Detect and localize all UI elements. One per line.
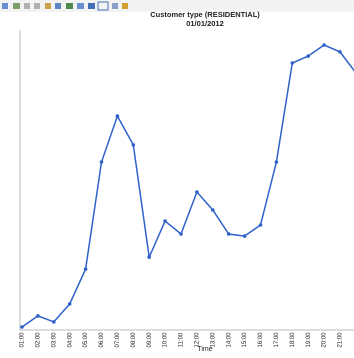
point (322, 43, 326, 47)
x-tick-label: 15:00 (242, 332, 248, 348)
tool-icon[interactable] (66, 3, 73, 9)
x-tick-label: 02:00 (35, 332, 41, 348)
x-tick-label: 06:00 (99, 332, 105, 348)
x-tick-label: 11:00 (179, 332, 185, 347)
x-tick-label: 19:00 (306, 332, 312, 348)
x-tick-label: 21:00 (338, 332, 344, 348)
x-tick-label: 16:00 (258, 332, 264, 348)
tool-icon[interactable] (24, 3, 30, 9)
tool-icon[interactable] (88, 3, 95, 9)
x-tick-label: 03:00 (51, 332, 57, 348)
x-tick-label: 17:00 (274, 332, 280, 348)
x-tick-label: 05:00 (83, 332, 89, 348)
point (20, 325, 24, 329)
x-tick-label: 04:00 (67, 332, 73, 348)
x-tick-label: 20:00 (322, 332, 328, 348)
x-tick-label: 01:00 (20, 332, 26, 348)
tool-icon[interactable] (55, 3, 61, 9)
point (226, 232, 231, 236)
point (195, 190, 199, 194)
x-tick-label: 14:00 (226, 332, 232, 348)
point (258, 223, 263, 227)
chart-title: Customer type (RESIDENTIAL) (150, 10, 260, 19)
tool-icon[interactable] (2, 3, 8, 9)
x-tick-label: 07:00 (115, 332, 121, 348)
x-axis-label: Time (197, 346, 212, 353)
point (67, 302, 72, 306)
point (306, 54, 311, 58)
tool-icon[interactable] (97, 1, 109, 11)
point (163, 219, 167, 223)
tool-icon[interactable] (122, 3, 128, 9)
point (147, 255, 151, 259)
x-tick-label: 13:00 (210, 332, 216, 348)
point (338, 50, 342, 54)
tool-icon[interactable] (77, 3, 84, 9)
toolbar-icons (2, 1, 128, 11)
x-tick-label: 12:00 (194, 332, 200, 348)
tool-icon[interactable] (13, 3, 20, 9)
point (52, 320, 56, 324)
point (211, 208, 215, 212)
point (290, 61, 295, 65)
point (131, 143, 136, 147)
point (99, 160, 104, 164)
tool-icon[interactable] (34, 3, 40, 9)
point (179, 232, 183, 236)
point (242, 234, 247, 238)
tool-icon[interactable] (45, 3, 51, 9)
x-tick-label: 10:00 (163, 332, 169, 348)
point (115, 114, 120, 118)
x-tick-label: 08:00 (131, 332, 137, 348)
point (36, 314, 40, 318)
line (21, 44, 354, 328)
x-tick-label: 09:00 (147, 332, 153, 348)
tool-icon[interactable] (112, 3, 118, 9)
x-tick-label: 18:00 (290, 332, 296, 348)
point (83, 267, 88, 271)
point (274, 160, 279, 164)
chart-subtitle: 01/01/2012 (186, 19, 224, 28)
